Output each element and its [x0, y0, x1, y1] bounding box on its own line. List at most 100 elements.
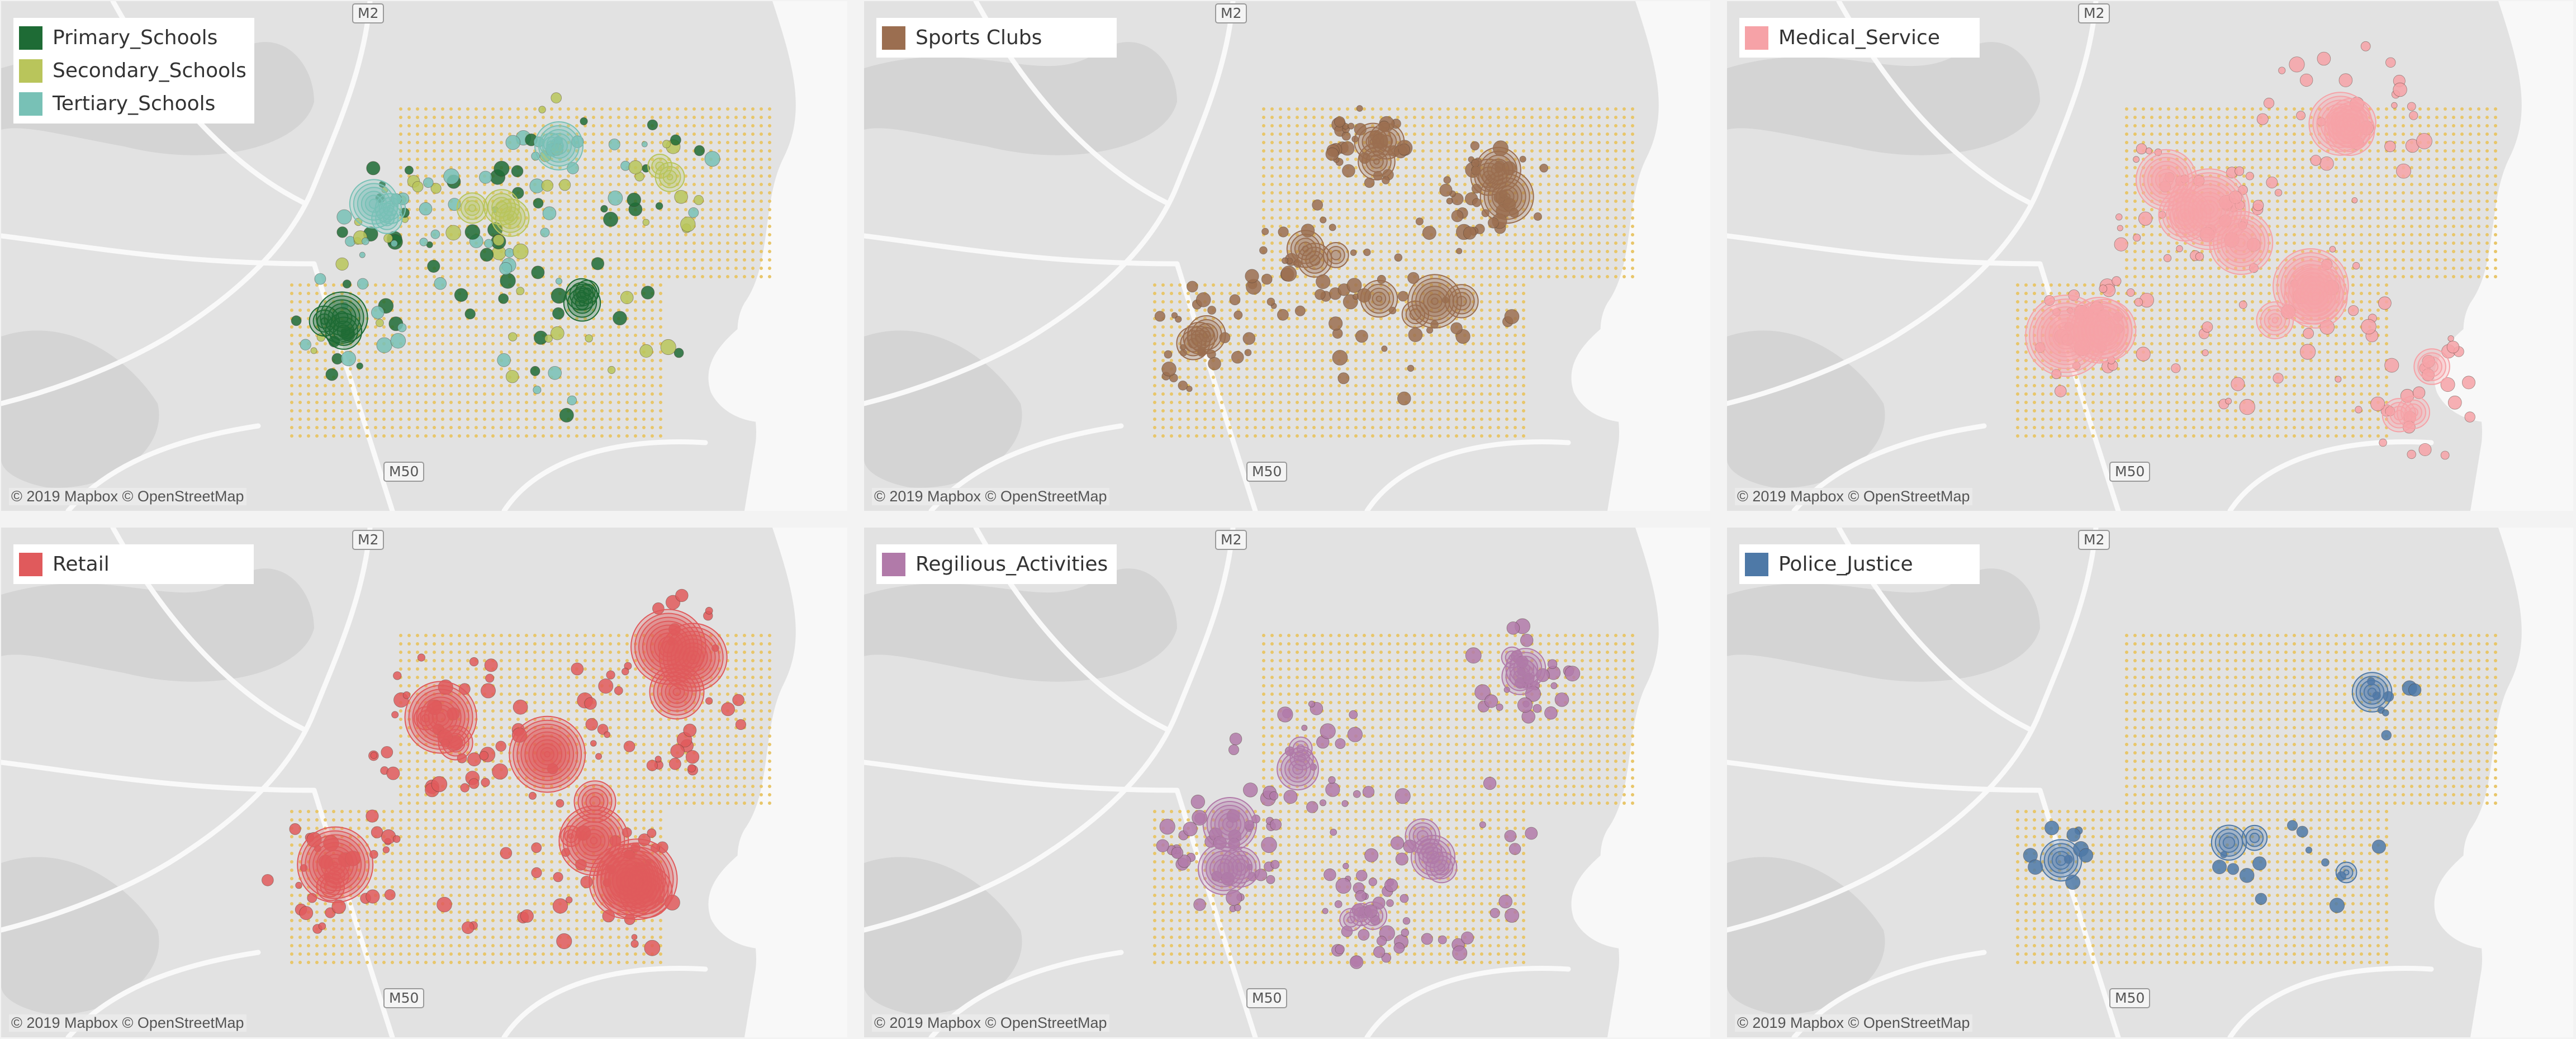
grid-dot — [1296, 300, 1299, 303]
grid-dot — [1371, 107, 1374, 111]
grid-dot — [2376, 250, 2380, 253]
grid-dot — [1270, 350, 1274, 354]
grid-dot — [734, 216, 738, 220]
grid-dot — [307, 426, 310, 429]
grid-dot — [1631, 107, 1634, 111]
grid-dot — [1262, 124, 1265, 127]
grid-dot — [1220, 392, 1223, 396]
grid-dot — [2175, 241, 2179, 245]
grid-dot — [1438, 141, 1441, 144]
grid-dot — [407, 409, 411, 412]
map-panel-medical-service[interactable]: M2 M50 Medical_Service © 2019 Mapbox © O… — [1727, 1, 2573, 511]
grid-dot — [1606, 258, 1609, 262]
grid-dot — [592, 401, 595, 404]
facility-marker — [1245, 269, 1259, 283]
legend-item-secondary-schools[interactable]: Secondary_Schools — [19, 54, 246, 87]
grid-dot — [760, 183, 763, 186]
grid-dot — [500, 158, 503, 161]
facility-marker — [1282, 257, 1288, 264]
grid-dot — [2142, 132, 2145, 136]
legend-item-primary-schools[interactable]: Primary_Schools — [19, 21, 246, 54]
grid-dot — [1254, 376, 1257, 379]
grid-dot — [483, 309, 486, 312]
grid-dot — [1388, 384, 1391, 387]
grid-dot — [500, 325, 503, 329]
grid-dot — [1396, 233, 1400, 236]
grid-dot — [1279, 267, 1282, 270]
grid-dot — [2293, 208, 2296, 211]
grid-dot — [357, 426, 360, 429]
facility-marker — [641, 141, 648, 148]
grid-dot — [2335, 241, 2338, 245]
map-attribution[interactable]: © 2019 Mapbox © OpenStreetMap — [9, 488, 246, 505]
grid-dot — [1270, 174, 1274, 178]
grid-dot — [1480, 317, 1483, 320]
grid-dot — [2192, 158, 2195, 161]
grid-dot — [659, 376, 662, 379]
grid-dot — [600, 409, 604, 412]
legend-item-tertiary-schools[interactable]: Tertiary_Schools — [19, 87, 246, 120]
grid-dot — [449, 250, 453, 253]
grid-dot — [1279, 107, 1282, 111]
grid-dot — [525, 258, 528, 262]
grid-dot — [290, 434, 293, 438]
grid-dot — [1430, 275, 1433, 278]
map-attribution[interactable]: © 2019 Mapbox © OpenStreetMap — [872, 488, 1109, 505]
grid-dot — [449, 367, 453, 371]
grid-dot — [2435, 208, 2439, 211]
grid-dot — [751, 275, 755, 278]
grid-dot — [1379, 376, 1383, 379]
grid-dot — [558, 116, 562, 119]
grid-dot — [433, 241, 436, 245]
grid-dot — [1581, 258, 1584, 262]
grid-dot — [508, 149, 511, 153]
grid-dot — [483, 418, 486, 421]
grid-dot — [684, 132, 687, 136]
grid-dot — [1321, 409, 1324, 412]
map-panel-schools[interactable]: M2 M50 Primary_Schools Secondary_Schools… — [1, 1, 847, 511]
grid-dot — [516, 418, 520, 421]
grid-dot — [542, 116, 545, 119]
grid-dot — [2251, 141, 2254, 144]
grid-dot — [1505, 107, 1508, 111]
grid-dot — [2217, 166, 2221, 169]
grid-dot — [441, 309, 444, 312]
grid-dot — [433, 392, 436, 396]
facility-marker — [1320, 216, 1327, 224]
grid-dot — [634, 292, 637, 295]
grid-dot — [1396, 317, 1400, 320]
grid-dot — [684, 158, 687, 161]
grid-dot — [2452, 225, 2455, 228]
grid-dot — [642, 334, 646, 337]
grid-dot — [1547, 174, 1550, 178]
grid-dot — [2485, 233, 2489, 236]
grid-dot — [2427, 191, 2430, 194]
grid-dot — [1405, 216, 1408, 220]
grid-dot — [2234, 149, 2237, 153]
grid-dot — [1270, 107, 1274, 111]
grid-dot — [1270, 208, 1274, 211]
grid-dot — [768, 250, 771, 253]
grid-dot — [1329, 309, 1332, 312]
map-canvas[interactable] — [1727, 1, 2573, 511]
map-canvas[interactable] — [1, 1, 847, 511]
legend-item-sports-clubs[interactable]: Sports Clubs — [882, 21, 1109, 54]
grid-dot — [2209, 267, 2212, 270]
grid-dot — [2276, 141, 2279, 144]
grid-dot — [2142, 208, 2145, 211]
grid-dot — [2469, 107, 2472, 111]
grid-dot — [734, 267, 738, 270]
map-panel-sports-clubs[interactable]: M2 M50 Sports Clubs © 2019 Mapbox © Open… — [864, 1, 1710, 511]
road-line — [2037, 261, 2121, 511]
grid-dot — [1287, 418, 1291, 421]
grid-dot — [1405, 334, 1408, 337]
grid-dot — [760, 267, 763, 270]
grid-dot — [1555, 132, 1559, 136]
grid-dot — [1388, 376, 1391, 379]
grid-dot — [1522, 107, 1525, 111]
grid-dot — [433, 132, 436, 136]
grid-dot — [726, 250, 729, 253]
map-canvas[interactable] — [864, 1, 1710, 511]
grid-dot — [1304, 283, 1307, 287]
grid-dot — [1161, 359, 1165, 362]
